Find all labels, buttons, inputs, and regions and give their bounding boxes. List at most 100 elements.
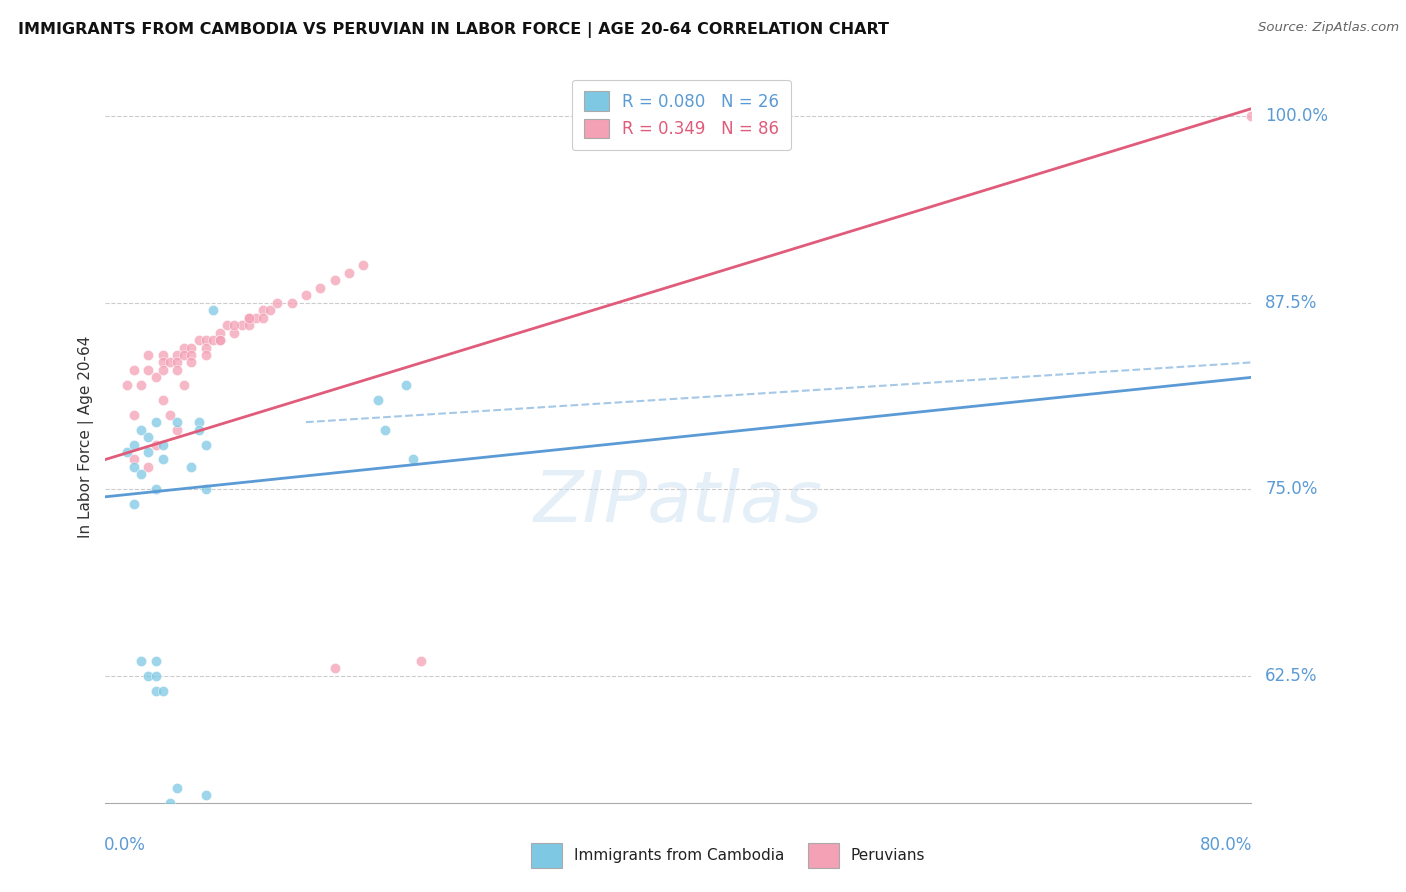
- Point: [129, 423, 152, 437]
- Point: [194, 348, 217, 362]
- Point: [187, 423, 209, 437]
- Point: [231, 318, 253, 332]
- Point: [295, 288, 318, 302]
- Point: [194, 341, 217, 355]
- Point: [238, 310, 260, 325]
- Point: [145, 370, 167, 384]
- Point: [208, 333, 231, 347]
- Point: [173, 341, 195, 355]
- Point: [138, 363, 160, 377]
- Point: [122, 408, 145, 422]
- Text: IMMIGRANTS FROM CAMBODIA VS PERUVIAN IN LABOR FORCE | AGE 20-64 CORRELATION CHAR: IMMIGRANTS FROM CAMBODIA VS PERUVIAN IN …: [18, 22, 889, 38]
- Point: [152, 437, 174, 451]
- Text: Immigrants from Cambodia: Immigrants from Cambodia: [574, 848, 785, 863]
- Point: [145, 483, 167, 497]
- Point: [180, 459, 202, 474]
- Point: [194, 333, 217, 347]
- Point: [159, 408, 181, 422]
- FancyBboxPatch shape: [808, 843, 839, 868]
- Point: [138, 348, 160, 362]
- Point: [395, 377, 418, 392]
- Point: [166, 423, 188, 437]
- Point: [194, 483, 217, 497]
- Point: [152, 683, 174, 698]
- Point: [145, 415, 167, 429]
- Point: [1240, 109, 1263, 123]
- Point: [217, 318, 239, 332]
- Point: [138, 430, 160, 444]
- Point: [159, 355, 181, 369]
- Point: [138, 669, 160, 683]
- Point: [145, 669, 167, 683]
- Text: 100.0%: 100.0%: [1265, 107, 1329, 125]
- Point: [152, 452, 174, 467]
- Point: [129, 654, 152, 668]
- Point: [402, 452, 425, 467]
- FancyBboxPatch shape: [531, 843, 562, 868]
- Point: [245, 310, 267, 325]
- Point: [145, 437, 167, 451]
- Y-axis label: In Labor Force | Age 20-64: In Labor Force | Age 20-64: [79, 336, 94, 538]
- Point: [337, 266, 360, 280]
- Point: [259, 303, 281, 318]
- Point: [194, 789, 217, 803]
- Point: [129, 377, 152, 392]
- Point: [159, 796, 181, 810]
- Point: [122, 452, 145, 467]
- Point: [194, 437, 217, 451]
- Point: [309, 281, 332, 295]
- Point: [166, 363, 188, 377]
- Point: [266, 295, 288, 310]
- Text: 80.0%: 80.0%: [1201, 836, 1253, 854]
- Point: [187, 415, 209, 429]
- Point: [238, 310, 260, 325]
- Point: [122, 437, 145, 451]
- Text: 87.5%: 87.5%: [1265, 293, 1317, 311]
- Point: [252, 310, 274, 325]
- Point: [224, 318, 246, 332]
- Point: [208, 326, 231, 340]
- Point: [166, 780, 188, 795]
- Point: [173, 348, 195, 362]
- Point: [323, 661, 346, 675]
- Point: [187, 333, 209, 347]
- Point: [129, 467, 152, 482]
- Text: 62.5%: 62.5%: [1265, 667, 1317, 685]
- Point: [152, 348, 174, 362]
- Point: [173, 377, 195, 392]
- Point: [409, 654, 432, 668]
- Point: [224, 326, 246, 340]
- Text: Peruvians: Peruvians: [851, 848, 925, 863]
- Point: [166, 415, 188, 429]
- Text: ZIPatlas: ZIPatlas: [534, 468, 823, 537]
- Point: [122, 459, 145, 474]
- Point: [280, 295, 302, 310]
- Point: [166, 355, 188, 369]
- Point: [166, 348, 188, 362]
- Point: [374, 423, 396, 437]
- Point: [138, 459, 160, 474]
- Point: [115, 377, 138, 392]
- Point: [238, 318, 260, 332]
- Point: [201, 303, 224, 318]
- Point: [352, 259, 374, 273]
- Point: [138, 445, 160, 459]
- Point: [180, 355, 202, 369]
- Point: [323, 273, 346, 287]
- Point: [201, 333, 224, 347]
- Text: 75.0%: 75.0%: [1265, 480, 1317, 499]
- Point: [122, 363, 145, 377]
- Point: [115, 445, 138, 459]
- Point: [152, 355, 174, 369]
- Point: [122, 497, 145, 511]
- Point: [252, 303, 274, 318]
- Point: [152, 363, 174, 377]
- Text: Source: ZipAtlas.com: Source: ZipAtlas.com: [1258, 21, 1399, 34]
- Point: [145, 654, 167, 668]
- Legend: R = 0.080   N = 26, R = 0.349   N = 86: R = 0.080 N = 26, R = 0.349 N = 86: [572, 79, 790, 150]
- Point: [367, 392, 389, 407]
- Point: [145, 683, 167, 698]
- Point: [180, 348, 202, 362]
- Point: [152, 392, 174, 407]
- Point: [208, 333, 231, 347]
